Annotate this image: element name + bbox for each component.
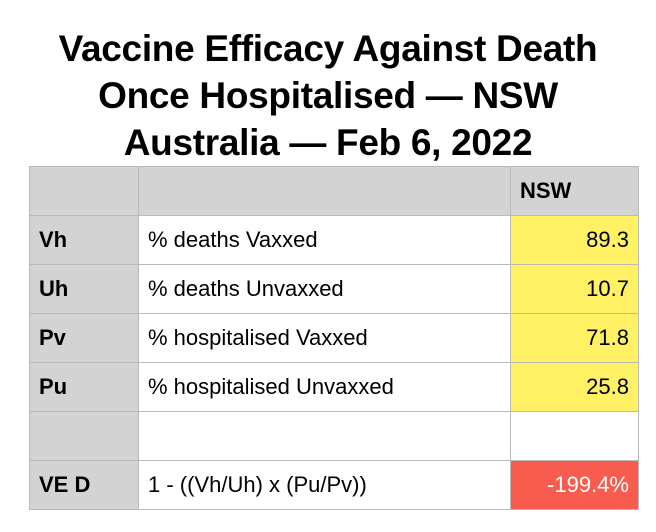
page-title: Vaccine Efficacy Against Death Once Hosp… [0,0,656,166]
table-row: Vh % deaths Vaxxed 89.3 [29,215,639,265]
row-description: % hospitalised Vaxxed [138,313,511,363]
row-label: Pv [29,313,139,363]
header-cell-nsw: NSW [510,166,639,216]
row-label: Uh [29,264,139,314]
row-value: 71.8 [510,313,639,363]
header-cell-description [138,166,511,216]
row-value: 10.7 [510,264,639,314]
blank-value-cell [510,411,639,461]
row-description: % deaths Unvaxxed [138,264,511,314]
row-label: Vh [29,215,139,265]
table-row: Uh % deaths Unvaxxed 10.7 [29,264,639,314]
table-result-row: VE D 1 - ((Vh/Uh) x (Pu/Pv)) -199.4% [29,460,639,510]
row-description: % deaths Vaxxed [138,215,511,265]
blank-description-cell [138,411,511,461]
blank-label-cell [29,411,139,461]
table-header-row: NSW [29,166,639,216]
row-value: 89.3 [510,215,639,265]
header-cell-label [29,166,139,216]
row-label: Pu [29,362,139,412]
row-description: % hospitalised Unvaxxed [138,362,511,412]
title-line-2: Once Hospitalised — NSW [98,75,558,116]
table-row: Pu % hospitalised Unvaxxed 25.8 [29,362,639,412]
table-blank-row [29,411,639,461]
efficacy-table: NSW Vh % deaths Vaxxed 89.3 Uh % deaths … [29,166,639,510]
efficacy-table-container: NSW Vh % deaths Vaxxed 89.3 Uh % deaths … [29,166,639,510]
result-formula: 1 - ((Vh/Uh) x (Pu/Pv)) [138,460,511,510]
table-row: Pv % hospitalised Vaxxed 71.8 [29,313,639,363]
title-line-1: Vaccine Efficacy Against Death [58,28,598,69]
title-line-3: Australia — Feb 6, 2022 [123,122,533,163]
row-value: 25.8 [510,362,639,412]
result-label: VE D [29,460,139,510]
result-value: -199.4% [510,460,639,510]
